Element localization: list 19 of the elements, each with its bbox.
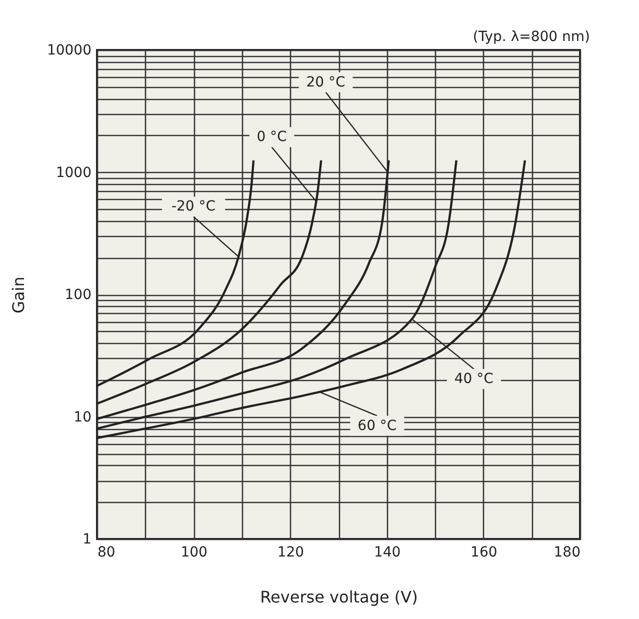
annotation: -20 °C <box>171 198 216 215</box>
annotation: 20 °C <box>306 74 346 90</box>
x-tick-label: 180 <box>554 544 580 560</box>
x-tick-label: 120 <box>277 544 304 560</box>
y-axis-title: Gain <box>8 276 28 314</box>
y-tick-label: 10000 <box>46 42 92 58</box>
x-tick-label: 160 <box>470 544 498 560</box>
annotation: 0 °C <box>256 129 288 146</box>
text: (Typ. λ=800 nm) <box>472 29 590 45</box>
annotation: 40 °C <box>454 371 494 388</box>
annotation: 60 °C <box>358 418 397 434</box>
y-tick-label: 10 <box>74 409 92 426</box>
y-tick-label: 1000 <box>56 164 92 181</box>
y-tick-label: 1 <box>82 532 92 548</box>
x-tick-label: 80 <box>98 544 116 560</box>
x-tick-label: 100 <box>180 544 208 560</box>
x-axis-title: Reverse voltage (V) <box>260 588 418 606</box>
y-tick-label: 100 <box>64 287 92 303</box>
x-tick-label: 140 <box>374 544 401 560</box>
